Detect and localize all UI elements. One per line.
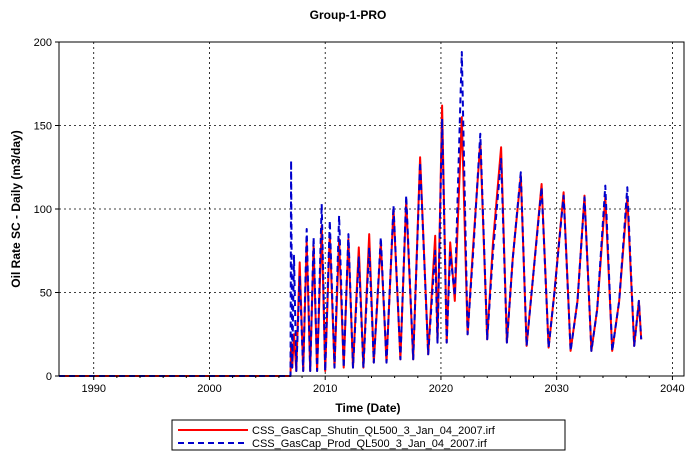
legend-box — [171, 419, 566, 451]
x-tick-label: 2030 — [544, 383, 568, 395]
chart-title: Group-1-PRO — [310, 8, 387, 22]
series-prod-line — [59, 51, 643, 377]
legend-entry-prod: CSS_GasCap_Prod_QL500_3_Jan_04_2007.irf — [252, 438, 488, 450]
y-tick-label: 0 — [46, 371, 52, 383]
x-tick-label: 2000 — [197, 383, 221, 395]
y-axis-label: Oil Rate SC - Daily (m3/day) — [9, 130, 23, 287]
x-tick-label: 2040 — [660, 383, 684, 395]
y-tick-label: 200 — [34, 37, 52, 49]
legend-entry-shutin: CSS_GasCap_Shutin_QL500_3_Jan_04_2007.ir… — [252, 425, 496, 437]
series-shutin-line — [59, 104, 643, 377]
x-tick-label: 2020 — [429, 383, 453, 395]
plot-series — [59, 51, 643, 377]
x-axis-label: Time (Date) — [335, 401, 400, 415]
axis-ticks: 1990 2000 2010 2020 2030 2040 0 50 100 150 200 — [34, 37, 685, 395]
x-tick-label: 1990 — [81, 383, 105, 395]
y-tick-label: 150 — [34, 121, 52, 133]
x-tick-label: 2010 — [313, 383, 337, 395]
legend: CSS_GasCap_Shutin_QL500_3_Jan_04_2007.ir… — [171, 419, 566, 451]
y-tick-label: 50 — [40, 288, 52, 300]
y-tick-label: 100 — [34, 204, 52, 216]
